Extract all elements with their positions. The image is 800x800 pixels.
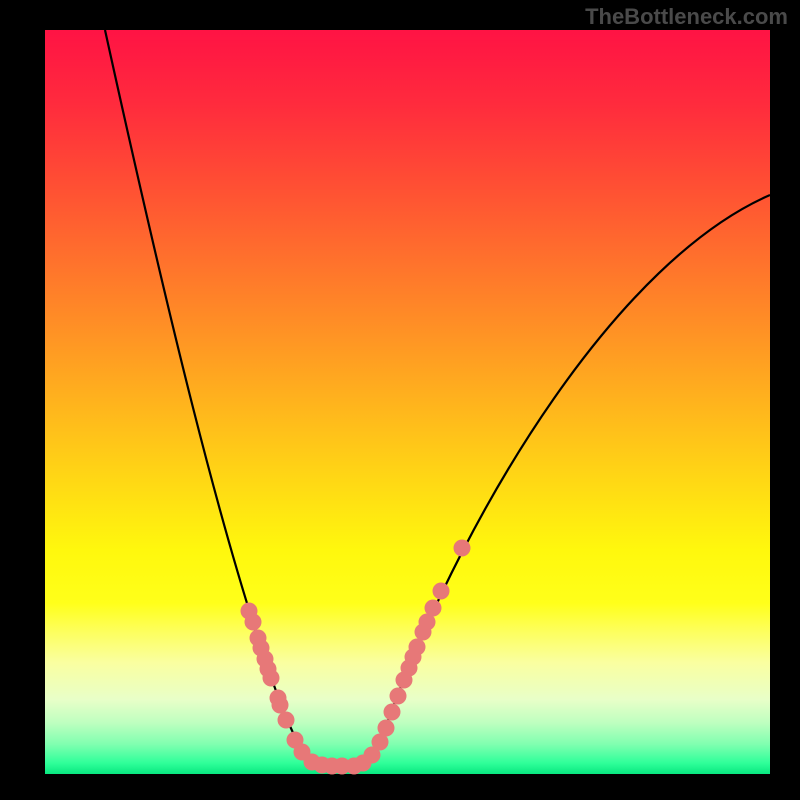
marker-point bbox=[263, 670, 280, 687]
watermark-text: TheBottleneck.com bbox=[585, 4, 788, 30]
marker-point bbox=[378, 720, 395, 737]
marker-point bbox=[425, 600, 442, 617]
marker-point bbox=[390, 688, 407, 705]
chart-svg bbox=[0, 0, 800, 800]
marker-point bbox=[272, 697, 289, 714]
marker-point bbox=[409, 639, 426, 656]
marker-point bbox=[245, 614, 262, 631]
marker-point bbox=[278, 712, 295, 729]
marker-point bbox=[384, 704, 401, 721]
chart-container: TheBottleneck.com bbox=[0, 0, 800, 800]
marker-point bbox=[433, 583, 450, 600]
marker-point bbox=[454, 540, 471, 557]
